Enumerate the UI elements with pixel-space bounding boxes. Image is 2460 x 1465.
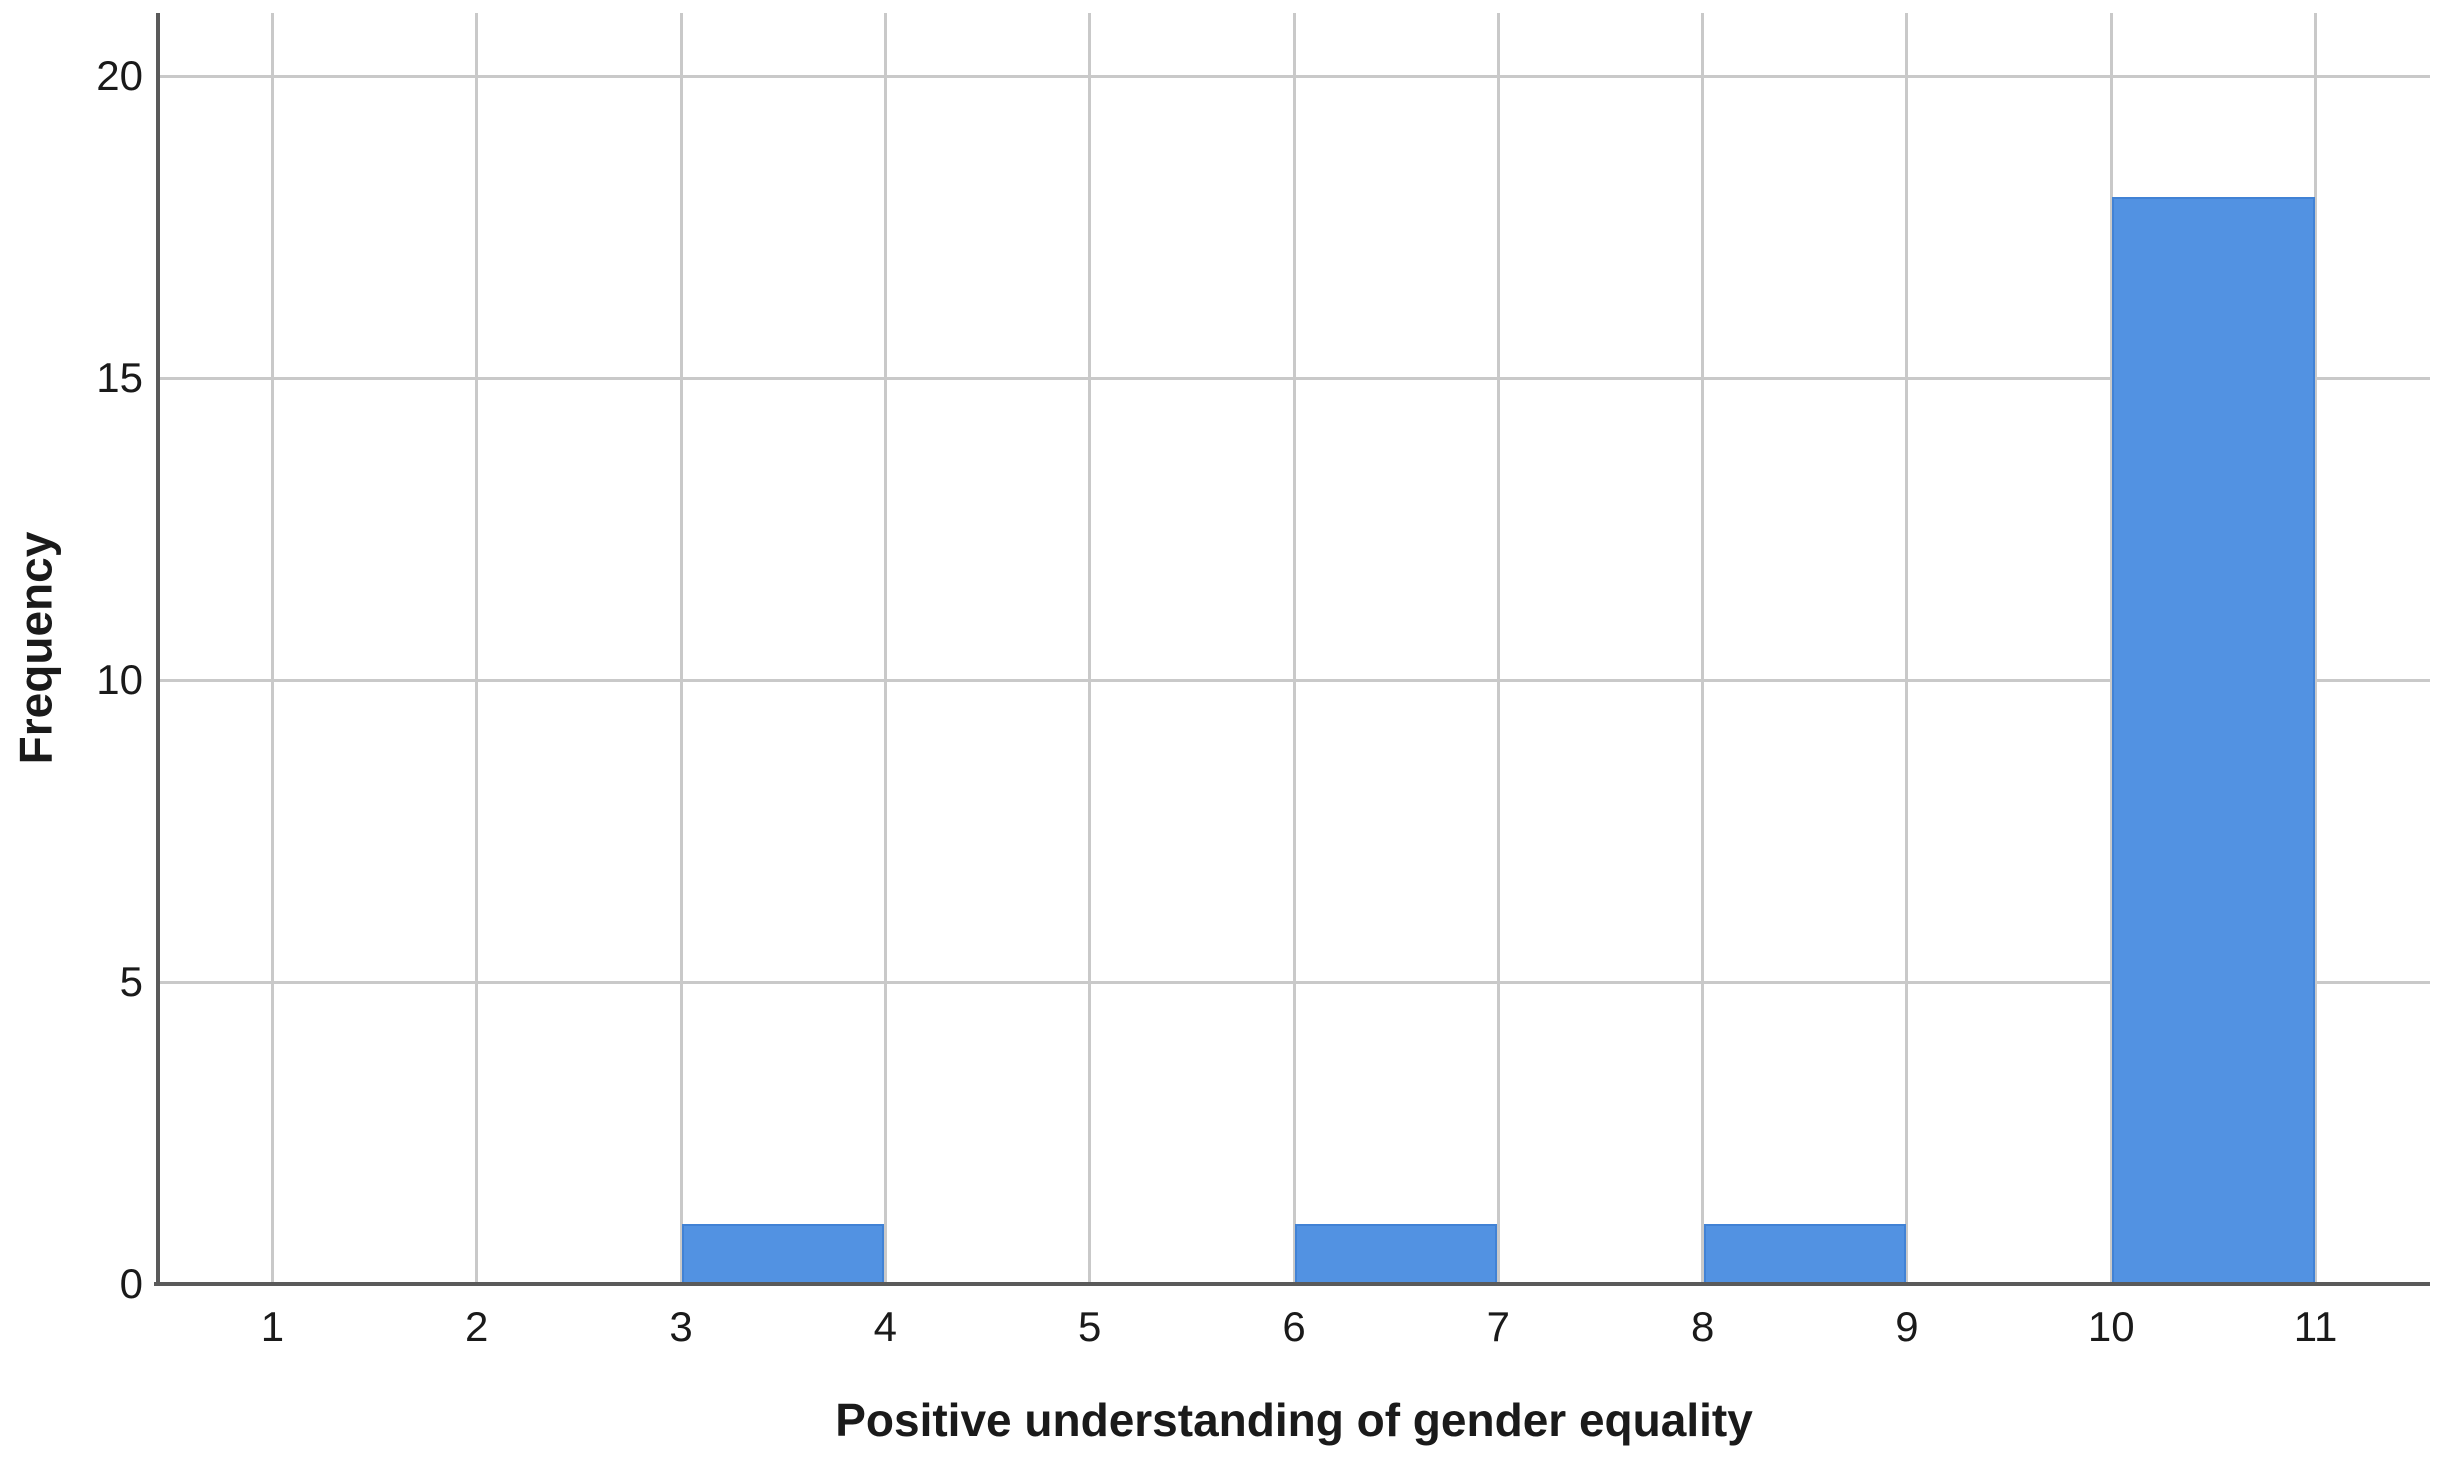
horizontal-gridline — [158, 678, 2430, 682]
x-tick-label: 7 — [1486, 1303, 1510, 1350]
y-tick-label: 0 — [119, 1260, 143, 1307]
y-axis-line — [156, 13, 160, 1284]
x-axis-line — [154, 1282, 2430, 1286]
vertical-gridline — [1292, 13, 1296, 1284]
vertical-gridline — [2314, 13, 2318, 1284]
x-tick-label: 2 — [465, 1303, 489, 1350]
y-tick-label: 5 — [119, 958, 143, 1006]
vertical-gridline — [1905, 13, 1909, 1284]
histogram-bar — [1703, 1223, 1906, 1284]
vertical-gridline — [1088, 13, 1092, 1284]
vertical-gridline — [270, 13, 274, 1284]
horizontal-gridline — [158, 376, 2430, 380]
x-tick-label: 3 — [669, 1303, 693, 1350]
x-tick-label: 11 — [2293, 1303, 2338, 1350]
x-tick-label: 9 — [1895, 1303, 1919, 1350]
histogram-bar — [682, 1223, 885, 1284]
horizontal-gridline — [158, 74, 2430, 78]
vertical-gridline — [1496, 13, 1500, 1284]
x-tick-label: 5 — [1077, 1303, 1102, 1350]
x-axis-title: Positive understanding of gender equalit… — [835, 1394, 1753, 1446]
y-tick-label: 20 — [96, 52, 143, 100]
y-tick-label: 10 — [96, 656, 143, 704]
vertical-gridline — [679, 13, 683, 1284]
y-tick-label: 15 — [96, 354, 143, 402]
x-tick-label: 6 — [1282, 1303, 1306, 1350]
x-tick-label: 4 — [873, 1303, 898, 1350]
histogram-bar — [2112, 197, 2315, 1284]
vertical-gridline — [883, 13, 887, 1284]
vertical-gridline — [2109, 13, 2113, 1284]
x-tick-label: 10 — [2087, 1303, 2135, 1350]
x-tick-label: 1 — [260, 1303, 285, 1350]
x-tick-label: 8 — [1690, 1303, 1715, 1350]
histogram-bar — [1295, 1223, 1498, 1284]
horizontal-gridline — [158, 980, 2430, 984]
plot-area: 1 2 3 4 5 6 7 8 9 10 11 0 5 10 15 20 — [96, 13, 2430, 1348]
vertical-gridline — [1701, 13, 1705, 1284]
y-axis-title: Frequency — [9, 531, 62, 765]
vertical-gridline — [475, 13, 479, 1284]
